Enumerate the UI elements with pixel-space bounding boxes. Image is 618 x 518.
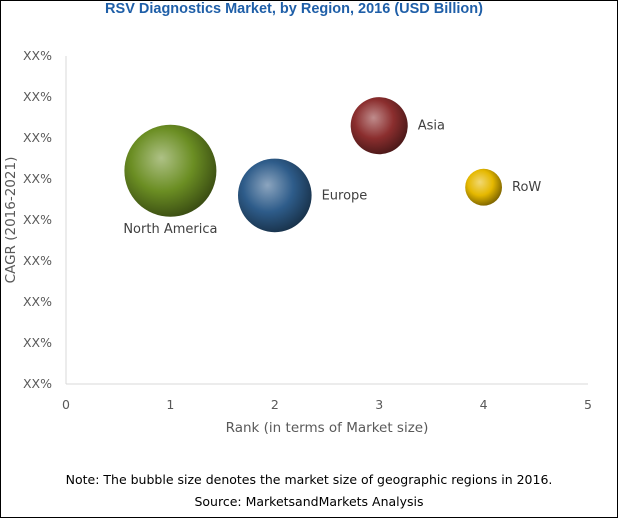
bubble-chart: XX% XX% XX% XX% XX% XX% XX% XX% XX% 0 1 2 3 4 5 North… (3, 48, 592, 436)
bubble-asia (350, 97, 408, 155)
chart-title: RSV Diagnostics Market, by Region, 2016 … (105, 1, 483, 17)
y-tick-label: XX% (23, 171, 52, 186)
x-tick-label: 4 (480, 397, 488, 412)
x-tick-label: 0 (62, 397, 70, 412)
y-tick-label: XX% (23, 376, 52, 391)
bubble-row (465, 168, 502, 206)
x-tick-label: 2 (271, 397, 279, 412)
source-text: Source: MarketsandMarkets Analysis (194, 494, 424, 509)
y-tick-label: XX% (23, 253, 52, 268)
x-tick-label: 5 (584, 397, 592, 412)
y-tick-label: XX% (23, 89, 52, 104)
y-tick-label: XX% (23, 335, 52, 350)
bubble-label-europe: Europe (322, 188, 368, 203)
y-tick-label: XX% (23, 294, 52, 309)
y-tick-label: XX% (23, 48, 52, 63)
y-tick-label: XX% (23, 212, 52, 227)
y-axis-title: CAGR (2016-2021) (3, 157, 19, 284)
x-tick-label: 3 (375, 397, 383, 412)
y-tick-label: XX% (23, 130, 52, 145)
bubble-label-north-america: North America (123, 222, 217, 237)
bubble-label-row: RoW (512, 180, 541, 195)
bubble-size-note: Note: The bubble size denotes the market… (65, 472, 553, 487)
bubble-north-america (124, 124, 217, 217)
x-axis-title: Rank (in terms of Market size) (226, 420, 429, 436)
bubble-label-asia: Asia (418, 119, 445, 134)
x-tick-label: 1 (166, 397, 174, 412)
bubble-europe (237, 158, 312, 233)
